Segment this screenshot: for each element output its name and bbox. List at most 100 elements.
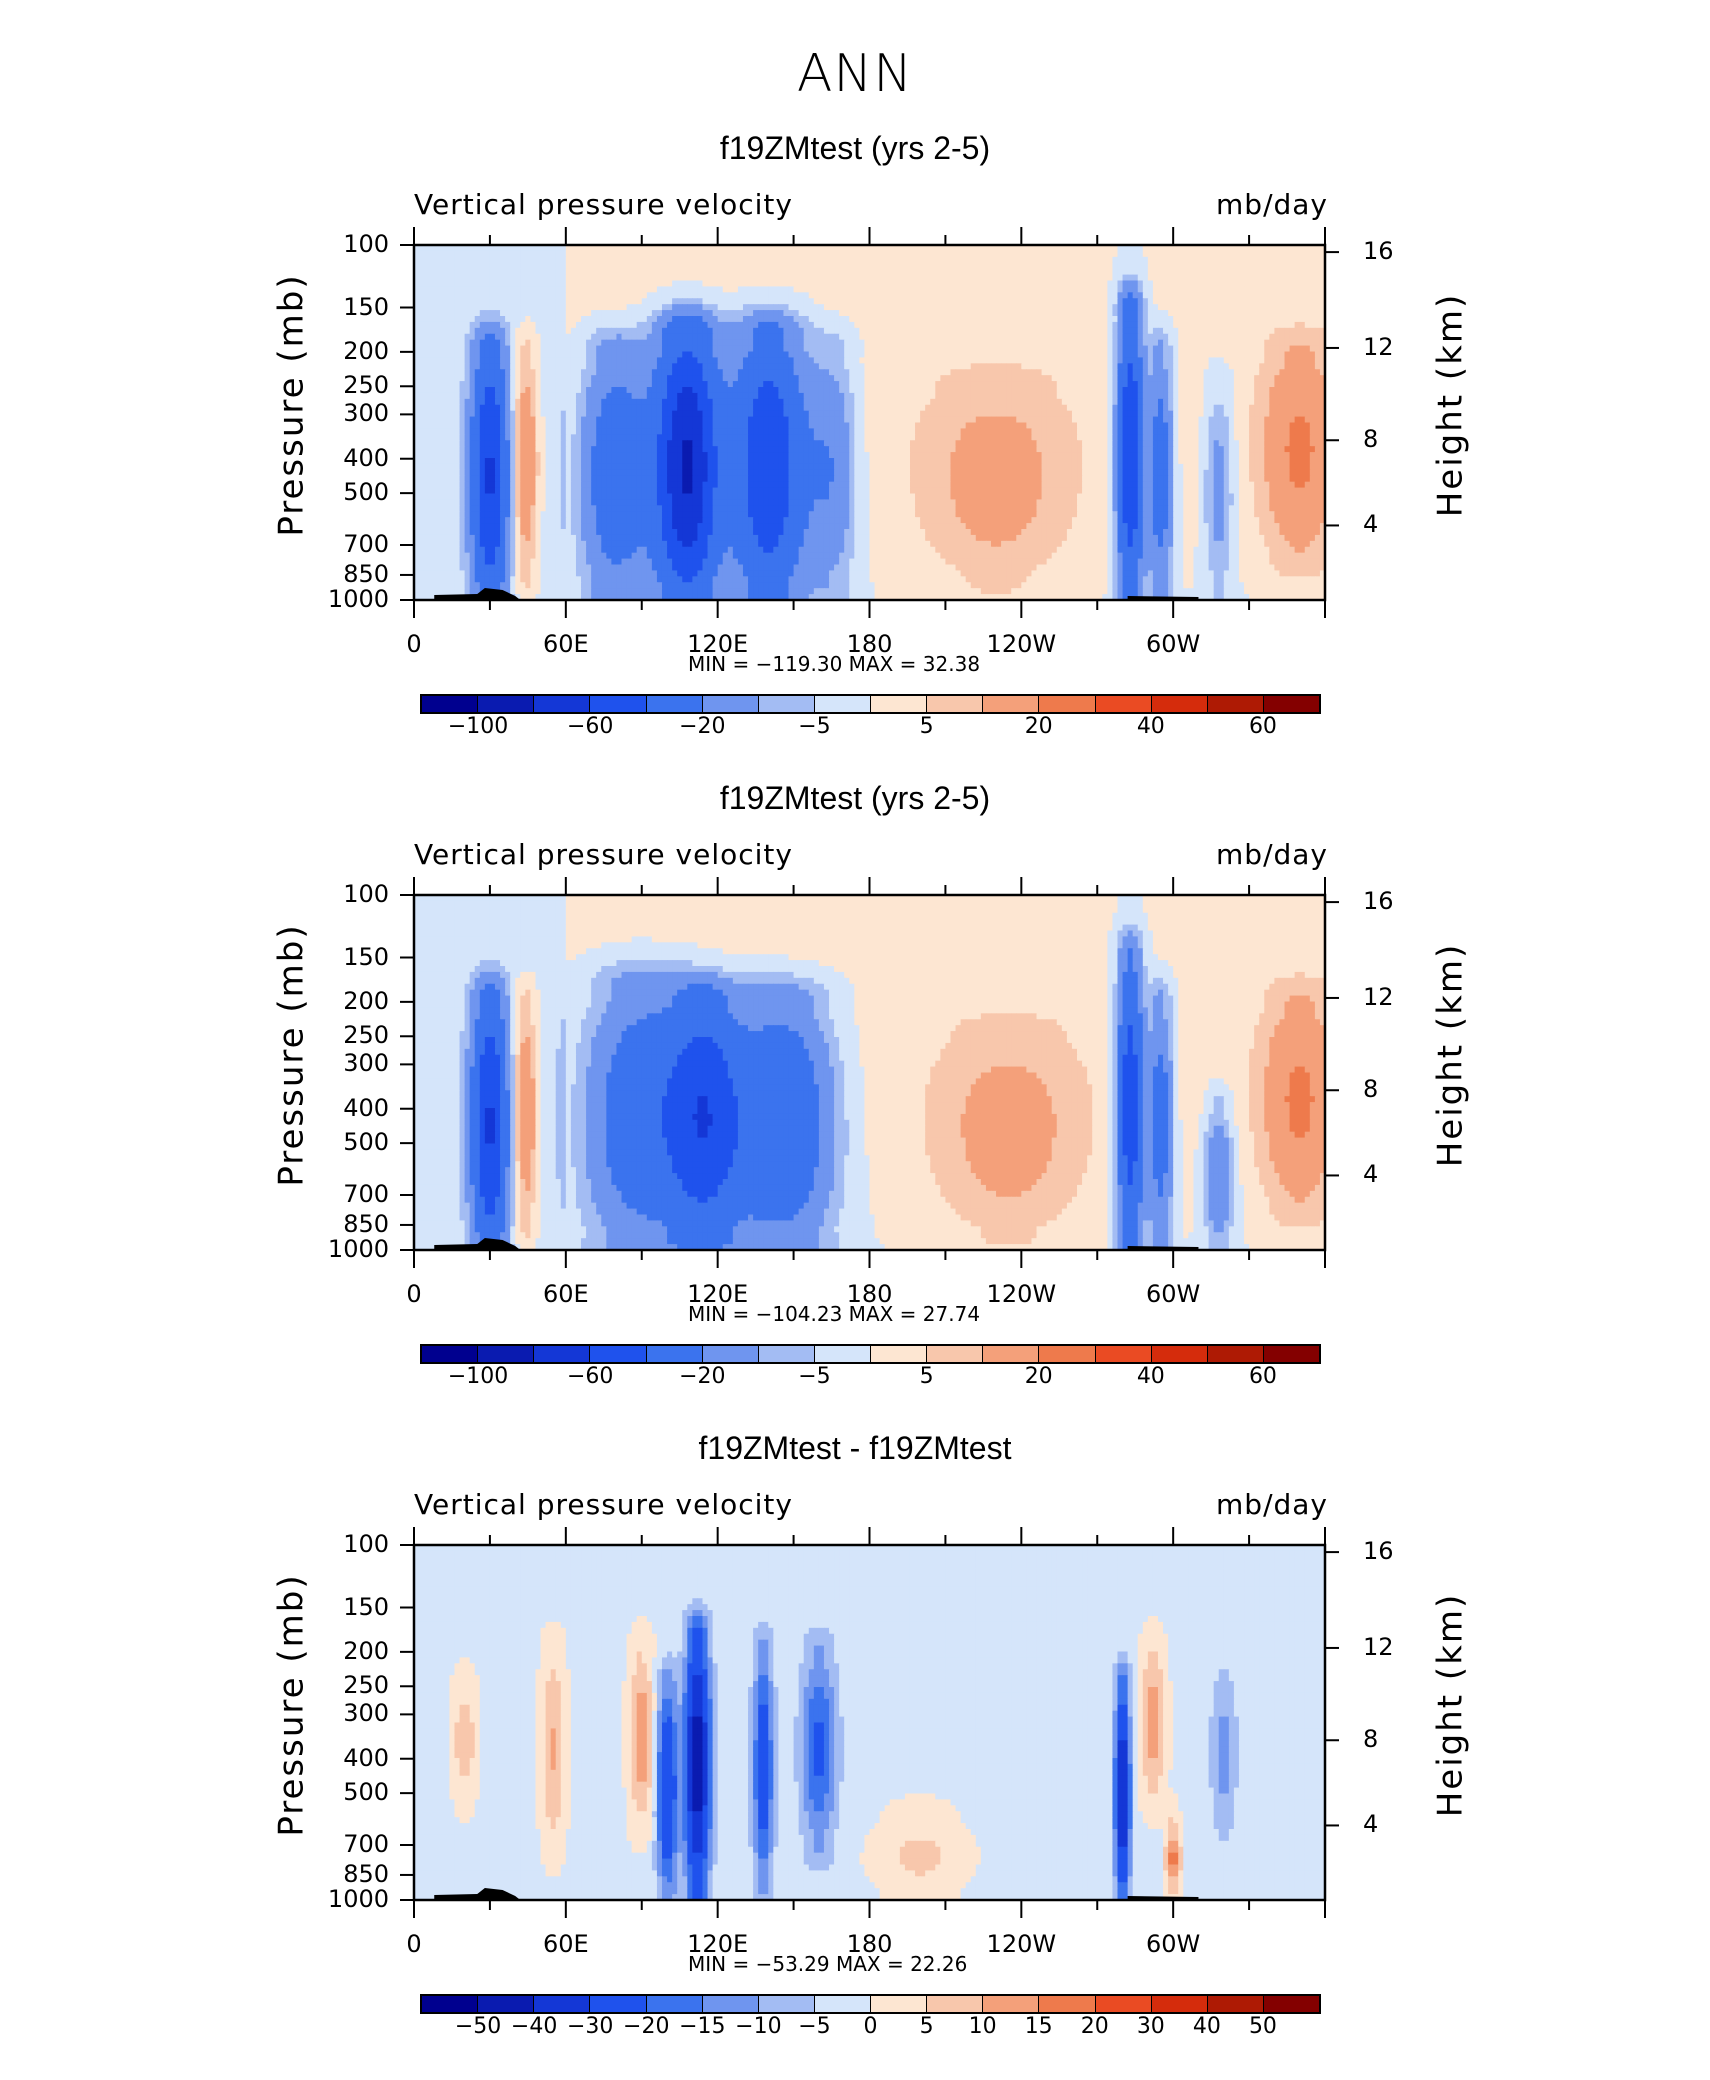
colorbar-tick-label: −60 — [567, 1364, 613, 1389]
y2-tick-label: 12 — [1363, 1633, 1394, 1661]
y-tick-label: 1000 — [289, 1235, 389, 1263]
y-axis-label: Pressure (mb) — [272, 273, 312, 536]
y2-tick-label: 8 — [1363, 1075, 1378, 1103]
colorbar-tick-label: 60 — [1249, 1364, 1277, 1389]
chart-variable-label: Vertical pressure velocity — [414, 838, 793, 871]
colorbar-tick-label: −30 — [567, 2014, 613, 2039]
colorbar-swatch — [1152, 1346, 1208, 1362]
y-axis-label: Pressure (mb) — [272, 923, 312, 1186]
colorbar-swatch — [1096, 696, 1152, 712]
colorbar-swatch — [703, 1996, 759, 2012]
contour-plot — [414, 245, 1325, 600]
colorbar-swatch — [1039, 1346, 1095, 1362]
colorbar-swatch — [1039, 1996, 1095, 2012]
colorbar-swatch — [871, 696, 927, 712]
colorbar-tick-label: 40 — [1137, 1364, 1165, 1389]
colorbar-swatch — [647, 1996, 703, 2012]
y2-tick-label: 8 — [1363, 425, 1378, 453]
y-tick-label: 850 — [289, 560, 389, 588]
y2-axis-label: Height (km) — [1430, 943, 1470, 1168]
colorbar-swatch — [759, 1996, 815, 2012]
colorbar-swatch — [983, 1346, 1039, 1362]
colorbar-swatch — [1264, 1996, 1319, 2012]
colorbar-swatch — [534, 1346, 590, 1362]
colorbar-tick-label: −100 — [448, 1364, 508, 1389]
min-max-label: MIN = −119.30 MAX = 32.38 — [688, 652, 980, 676]
colorbar-tick-label: −20 — [679, 1364, 725, 1389]
colorbar-swatch — [1096, 1996, 1152, 2012]
y2-tick-label: 4 — [1363, 510, 1378, 538]
colorbar-swatch — [1096, 1346, 1152, 1362]
y2-tick-label: 12 — [1363, 333, 1394, 361]
x-tick-label: 120W — [987, 1930, 1057, 1958]
y2-tick-label: 4 — [1363, 1810, 1378, 1838]
colorbar-tick-label: 20 — [1025, 1364, 1053, 1389]
colorbar-swatch — [534, 696, 590, 712]
chart-units-label: mb/day — [1216, 188, 1328, 221]
colorbar-tick-label: 5 — [920, 1364, 934, 1389]
colorbar-tick-label: −20 — [679, 714, 725, 739]
colorbar-swatch — [422, 696, 478, 712]
x-tick-label: 60E — [543, 630, 589, 658]
colorbar-swatch — [927, 696, 983, 712]
colorbar-swatch — [534, 1996, 590, 2012]
y2-tick-label: 16 — [1363, 887, 1394, 915]
colorbar-swatch — [983, 696, 1039, 712]
x-tick-label: 120W — [987, 630, 1057, 658]
x-tick-label: 60E — [543, 1280, 589, 1308]
min-max-label: MIN = −104.23 MAX = 27.74 — [688, 1302, 980, 1326]
colorbar-tick-label: −100 — [448, 714, 508, 739]
colorbar-tick-label: 0 — [864, 2014, 878, 2039]
x-tick-label: 120W — [987, 1280, 1057, 1308]
colorbar-tick-label: −40 — [511, 2014, 557, 2039]
y-tick-label: 850 — [289, 1210, 389, 1238]
chart-variable-label: Vertical pressure velocity — [414, 188, 793, 221]
colorbar-tick-label: 5 — [920, 714, 934, 739]
colorbar-swatch — [983, 1996, 1039, 2012]
colorbar-tick-label: −15 — [679, 2014, 725, 2039]
y2-tick-label: 8 — [1363, 1725, 1378, 1753]
colorbar-swatch — [703, 696, 759, 712]
colorbar — [420, 694, 1321, 714]
colorbar-tick-label: 40 — [1193, 2014, 1221, 2039]
colorbar-tick-label: −20 — [623, 2014, 669, 2039]
colorbar-swatch — [478, 696, 534, 712]
colorbar-swatch — [703, 1346, 759, 1362]
colorbar-tick-label: −5 — [798, 1364, 830, 1389]
colorbar-tick-label: 30 — [1137, 2014, 1165, 2039]
chart-units-label: mb/day — [1216, 1488, 1328, 1521]
colorbar-swatch — [1264, 1346, 1319, 1362]
y2-tick-label: 12 — [1363, 983, 1394, 1011]
y-tick-label: 1000 — [289, 1885, 389, 1913]
colorbar-tick-label: −5 — [798, 2014, 830, 2039]
colorbar-swatch — [871, 1346, 927, 1362]
colorbar-swatch — [647, 696, 703, 712]
y2-tick-label: 4 — [1363, 1160, 1378, 1188]
contour-plot — [414, 1545, 1325, 1900]
colorbar-swatch — [647, 1346, 703, 1362]
colorbar-swatch — [1208, 1996, 1264, 2012]
x-tick-label: 0 — [406, 1280, 421, 1308]
colorbar-swatch — [759, 1346, 815, 1362]
chart-panel: f19ZMtest (yrs 2-5)Vertical pressure vel… — [0, 130, 1710, 780]
colorbar — [420, 1994, 1321, 2014]
colorbar — [420, 1344, 1321, 1364]
y2-tick-label: 16 — [1363, 1537, 1394, 1565]
contour-plot — [414, 895, 1325, 1250]
colorbar-swatch — [422, 1346, 478, 1362]
page-title: ANN — [0, 44, 1710, 104]
colorbar-swatch — [590, 1346, 646, 1362]
y-tick-label: 100 — [289, 230, 389, 258]
colorbar-swatch — [478, 1346, 534, 1362]
x-tick-label: 0 — [406, 1930, 421, 1958]
colorbar-tick-label: 40 — [1137, 714, 1165, 739]
colorbar-tick-label: 10 — [969, 2014, 997, 2039]
colorbar-swatch — [478, 1996, 534, 2012]
chart-title: f19ZMtest (yrs 2-5) — [0, 780, 1710, 817]
colorbar-tick-label: −5 — [798, 714, 830, 739]
x-tick-label: 60W — [1146, 630, 1200, 658]
colorbar-swatch — [1264, 696, 1319, 712]
y2-tick-label: 16 — [1363, 237, 1394, 265]
y-tick-label: 100 — [289, 880, 389, 908]
y-tick-label: 1000 — [289, 585, 389, 613]
